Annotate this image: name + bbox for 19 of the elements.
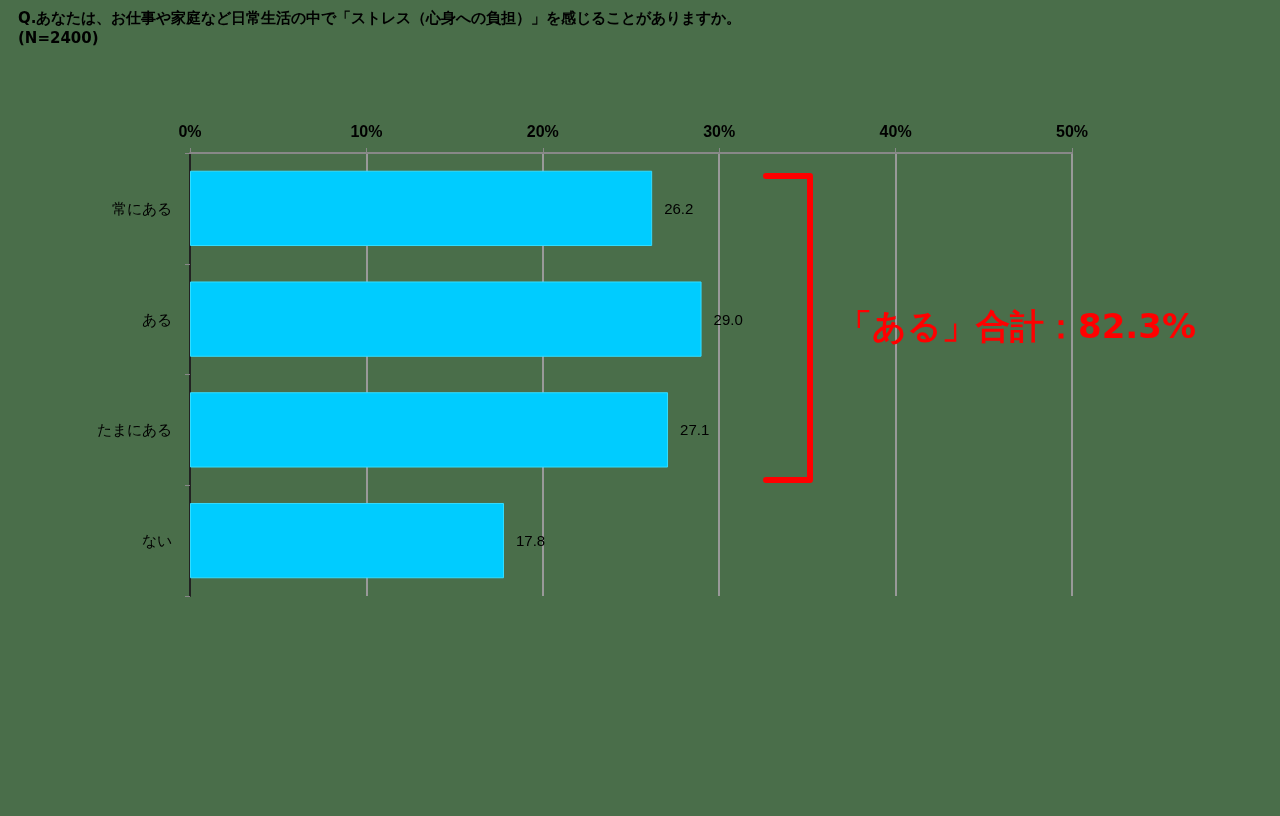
annotation: 「ある」合計：82.3% bbox=[838, 305, 1196, 348]
x-tick-label: 0% bbox=[178, 122, 202, 140]
data-label: 26.2 bbox=[664, 199, 694, 217]
y-tick-label: たまにある bbox=[97, 421, 172, 439]
y-tick-label: 常にある bbox=[112, 199, 172, 217]
bar bbox=[190, 392, 669, 468]
x-tick-label: 40% bbox=[879, 122, 912, 140]
data-label: 27.1 bbox=[680, 421, 710, 439]
chart-title: Q.あなたは、お仕事や家庭など日常生活の中で「ストレス（心身への負担）」を感じることがありますか。 bbox=[18, 8, 742, 28]
bar bbox=[190, 281, 702, 357]
x-tick-label: 20% bbox=[526, 122, 559, 140]
bar bbox=[190, 170, 653, 247]
x-tick-label: 10% bbox=[350, 122, 383, 140]
bar bbox=[190, 502, 504, 579]
x-tick-label: 50% bbox=[1055, 122, 1089, 140]
x-tick-label: 30% bbox=[703, 122, 736, 140]
text: (N=2400) bbox=[18, 28, 100, 48]
y-tick-label: ない bbox=[142, 532, 172, 550]
y-tick-label: ある bbox=[142, 310, 172, 328]
